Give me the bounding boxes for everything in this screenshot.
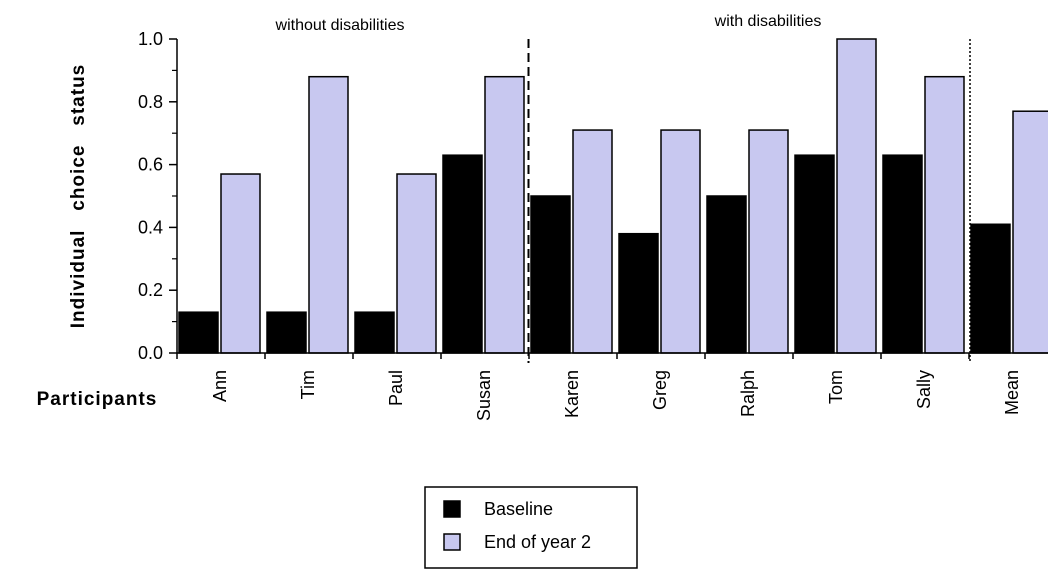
y-tick-label-0-0: 0.0 [138, 343, 163, 363]
legend-swatch-end-of-year-2 [443, 533, 461, 551]
legend-label-baseline: Baseline [484, 499, 553, 519]
bar-end-of-year-2-ann [220, 173, 261, 354]
group-dividers [527, 39, 971, 363]
legend-label-end-of-year-2: End of year 2 [484, 532, 591, 552]
y-tick-label-0-8: 0.8 [138, 92, 163, 112]
bar-end-of-year-2-tom [836, 38, 877, 354]
bar-baseline-mean [970, 223, 1011, 354]
bar-baseline-ann [178, 311, 219, 354]
y-axis-ticks: 0.0 0.2 0.4 0.6 0.8 1.0 [138, 29, 178, 363]
bar-end-of-year-2-mean [1012, 110, 1048, 354]
x-tick-label-ann: Ann [210, 370, 230, 402]
bar-baseline-tom [794, 154, 835, 354]
bar-end-of-year-2-ralph [748, 129, 789, 354]
x-tick-label-sally: Sally [914, 370, 934, 409]
y-tick-label-1-0: 1.0 [138, 29, 163, 49]
x-tick-label-tom: Tom [826, 370, 846, 404]
legend-swatch-baseline [443, 500, 461, 518]
bar-baseline-tim [266, 311, 307, 354]
x-tick-label-paul: Paul [386, 370, 406, 406]
bar-baseline-paul [354, 311, 395, 354]
x-tick-label-karen: Karen [562, 370, 582, 418]
bar-end-of-year-2-tim [308, 75, 349, 354]
bar-end-of-year-2-susan [484, 75, 525, 354]
bar-baseline-sally [882, 154, 923, 354]
y-tick-label-0-4: 0.4 [138, 217, 163, 237]
y-tick-label-0-2: 0.2 [138, 280, 163, 300]
group-label-without-disabilities: without disabilities [275, 17, 405, 34]
bar-end-of-year-2-karen [572, 129, 613, 354]
x-tick-label-mean: Mean [1002, 370, 1022, 415]
bar-end-of-year-2-greg [660, 129, 701, 354]
x-axis: Ann Tim Paul Susan Karen Greg Ralph Tom Sally Mea… [176, 352, 1048, 421]
x-tick-label-greg: Greg [650, 370, 670, 410]
x-axis-title: Participants [37, 389, 158, 410]
y-axis-title: Individual choice status [68, 64, 89, 329]
x-tick-label-tim: Tim [298, 370, 318, 399]
bar-baseline-susan [442, 154, 483, 354]
legend: Baseline End of year 2 [424, 486, 638, 569]
bar-baseline-ralph [706, 195, 747, 354]
bar-baseline-greg [618, 232, 659, 354]
x-tick-label-ralph: Ralph [738, 370, 758, 417]
bar-baseline-karen [530, 195, 571, 354]
group-label-with-disabilities: with disabilities [714, 13, 822, 30]
x-tick-label-susan: Susan [474, 370, 494, 421]
bar-end-of-year-2-sally [924, 75, 965, 354]
bar-end-of-year-2-paul [396, 173, 437, 354]
y-tick-label-0-6: 0.6 [138, 155, 163, 175]
bars [178, 38, 1048, 354]
